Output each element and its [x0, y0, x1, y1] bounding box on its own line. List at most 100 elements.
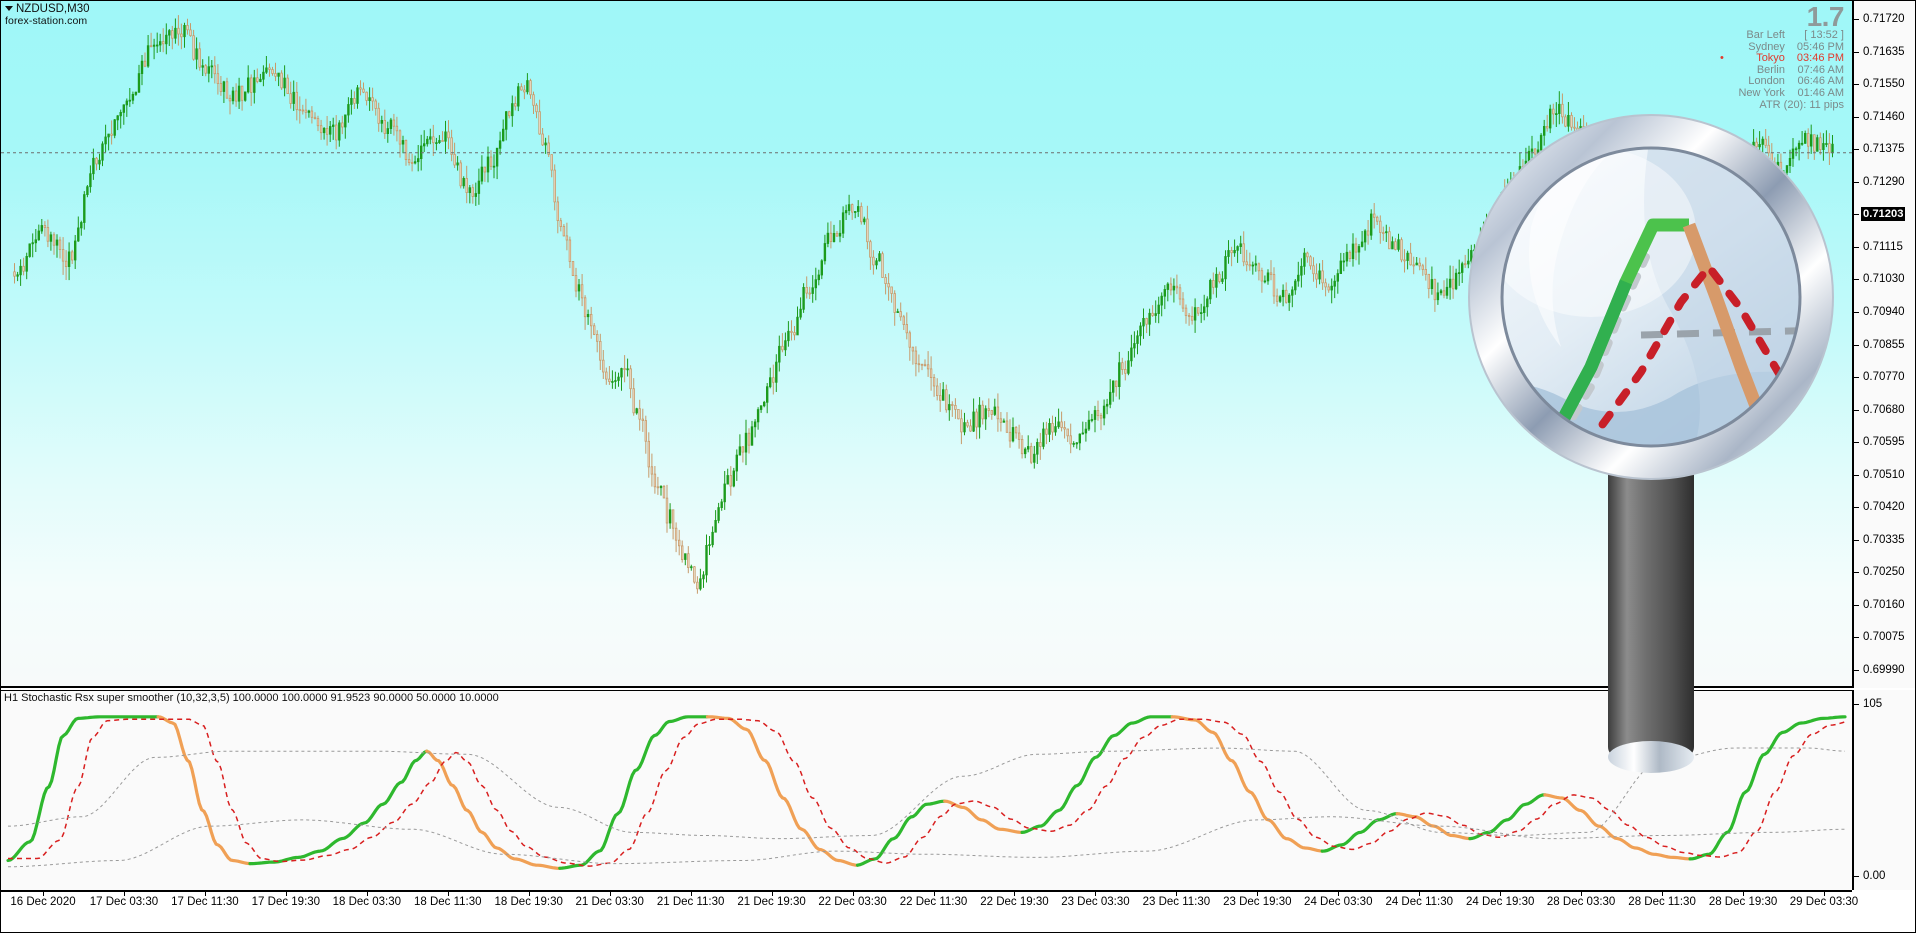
- indicator-axis[interactable]: 105 0.00: [1852, 690, 1915, 890]
- session-value: 05:46 PM: [1796, 40, 1844, 53]
- indicator-down-segment: [1395, 812, 1472, 841]
- price-tick: [1854, 51, 1859, 53]
- price-axis[interactable]: 0.71720 0.71635 0.71550 0.71460 0.71375 0.712…: [1852, 1, 1915, 688]
- atr-row: ATR (20): 11 pips: [1759, 98, 1844, 111]
- time-tick: [1662, 892, 1664, 896]
- price-tick: [1854, 246, 1859, 248]
- time-axis-label: 29 Dec 03:30: [1789, 896, 1859, 908]
- triangle-down-icon[interactable]: [5, 6, 13, 12]
- indicator-axis-label: 0.00: [1863, 870, 1886, 882]
- time-tick: [1824, 892, 1825, 896]
- time-tick: [447, 892, 449, 896]
- symbol-row[interactable]: NZDUSD,M30: [5, 3, 89, 15]
- session-value: 03:46 PM: [1796, 52, 1844, 65]
- price-tick: [1854, 507, 1859, 509]
- time-tick: [123, 892, 125, 896]
- time-axis-label: 21 Dec 19:30: [737, 896, 806, 908]
- price-axis-label: 0.71375: [1863, 143, 1905, 156]
- info-big-value: 1.7: [1806, 1, 1845, 32]
- price-axis-label: 0.71720: [1863, 13, 1905, 25]
- price-tick: [1854, 311, 1859, 313]
- price-chart-pane[interactable]: NZDUSD,M30 forex-station.com 1.7 Bar Lef…: [1, 1, 1852, 688]
- price-tick: [1854, 149, 1859, 151]
- time-tick: [1257, 892, 1259, 896]
- price-tick: [1854, 214, 1859, 216]
- session-row-sydney: Sydney 05:46 PM: [1720, 40, 1844, 54]
- session-label: Sydney: [1748, 40, 1785, 53]
- time-axis-label: 23 Dec 11:30: [1142, 896, 1211, 908]
- watermark-label: forex-station.com: [5, 15, 88, 27]
- price-axis-label: 0.71635: [1863, 45, 1905, 58]
- time-axis-label: 28 Dec 11:30: [1628, 896, 1696, 908]
- time-axis-label: 17 Dec 11:30: [171, 896, 239, 908]
- symbol-label: NZDUSD,M30: [16, 3, 90, 15]
- price-tick: [1854, 572, 1859, 574]
- session-label: Berlin: [1756, 63, 1785, 76]
- time-axis-label: 16 Dec 2020: [10, 896, 76, 908]
- price-tick: [1854, 279, 1859, 281]
- alert-dot-icon: •: [1720, 52, 1724, 65]
- session-label: Bar Left: [1746, 29, 1785, 41]
- indicator-up-segment: [558, 715, 710, 870]
- time-axis-label: 18 Dec 03:30: [332, 896, 402, 908]
- session-row-london: London 06:46 AM: [1720, 76, 1844, 88]
- time-axis[interactable]: 16 Dec 2020 17 Dec 03:30 17 Dec 11:30 17 De…: [1, 890, 1858, 932]
- time-tick: [1176, 892, 1178, 896]
- time-tick: [1500, 892, 1502, 896]
- price-axis-label: 0.70940: [1863, 305, 1905, 318]
- price-tick: [1854, 344, 1859, 346]
- indicator-signal-line: [8, 718, 1846, 867]
- time-tick: [43, 892, 44, 896]
- indicator-tick: [1854, 704, 1859, 705]
- session-row-tokyo: • Tokyo 03:46 PM: [1720, 52, 1844, 65]
- indicator-up-segment: [1688, 715, 1847, 861]
- session-row-new-york: New York 01:46 AM: [1720, 87, 1844, 100]
- time-axis-label: 21 Dec 11:30: [656, 896, 725, 908]
- time-axis-label: 23 Dec 03:30: [1061, 896, 1130, 908]
- indicator-band-upper: [8, 747, 1846, 840]
- indicator-band-lower: [7, 816, 1845, 868]
- time-axis-label: 28 Dec 19:30: [1708, 896, 1778, 908]
- price-tick: [1854, 181, 1859, 183]
- time-axis-label: 17 Dec 19:30: [251, 896, 321, 908]
- indicator-down-segment: [943, 799, 1024, 834]
- price-axis-label: 0.70770: [1863, 371, 1905, 384]
- time-tick: [933, 892, 935, 896]
- session-row-berlin: Berlin 07:46 AM: [1720, 63, 1844, 77]
- price-axis-label: 0.70250: [1863, 566, 1905, 579]
- time-tick: [1095, 892, 1097, 896]
- time-axis-label: 22 Dec 19:30: [980, 896, 1049, 908]
- price-axis-label: 0.71290: [1863, 175, 1905, 188]
- current-price-label: 0.71203: [1861, 207, 1906, 222]
- time-tick: [204, 892, 206, 896]
- time-axis-label: 18 Dec 11:30: [413, 896, 482, 908]
- session-label: Tokyo: [1756, 52, 1785, 65]
- time-tick: [366, 892, 368, 896]
- price-axis-label: 0.71460: [1863, 110, 1905, 123]
- price-tick: [1854, 19, 1859, 20]
- price-axis-label: 0.71115: [1863, 240, 1903, 253]
- session-value: 07:46 AM: [1797, 63, 1844, 76]
- indicator-up-segment: [6, 715, 160, 863]
- time-tick: [1743, 892, 1745, 896]
- price-tick: [1854, 670, 1859, 671]
- time-axis-label: 17 Dec 03:30: [89, 896, 159, 908]
- price-tick: [1854, 409, 1859, 411]
- indicator-label: H1 Stochastic Rsx super smoother (10,32,…: [4, 692, 499, 704]
- time-tick: [1419, 892, 1421, 896]
- price-tick: [1854, 604, 1859, 606]
- indicator-pane[interactable]: H1 Stochastic Rsx super smoother (10,32,…: [1, 690, 1852, 890]
- indicator-up-segment: [248, 749, 429, 866]
- time-tick: [528, 892, 530, 896]
- time-axis-label: 24 Dec 19:30: [1465, 896, 1535, 908]
- time-axis-label: 21 Dec 03:30: [575, 896, 644, 908]
- session-row-bar-left: Bar Left [ 13:52 ]: [1720, 29, 1844, 42]
- time-axis-label: 28 Dec 03:30: [1546, 896, 1616, 908]
- time-tick: [285, 892, 287, 896]
- indicator-up-segment: [1020, 715, 1174, 834]
- time-axis-label: 18 Dec 19:30: [494, 896, 563, 908]
- session-value: 06:46 AM: [1797, 75, 1844, 88]
- indicator-up-segment: [1320, 812, 1399, 853]
- time-tick: [1338, 892, 1340, 896]
- price-tick: [1854, 539, 1859, 541]
